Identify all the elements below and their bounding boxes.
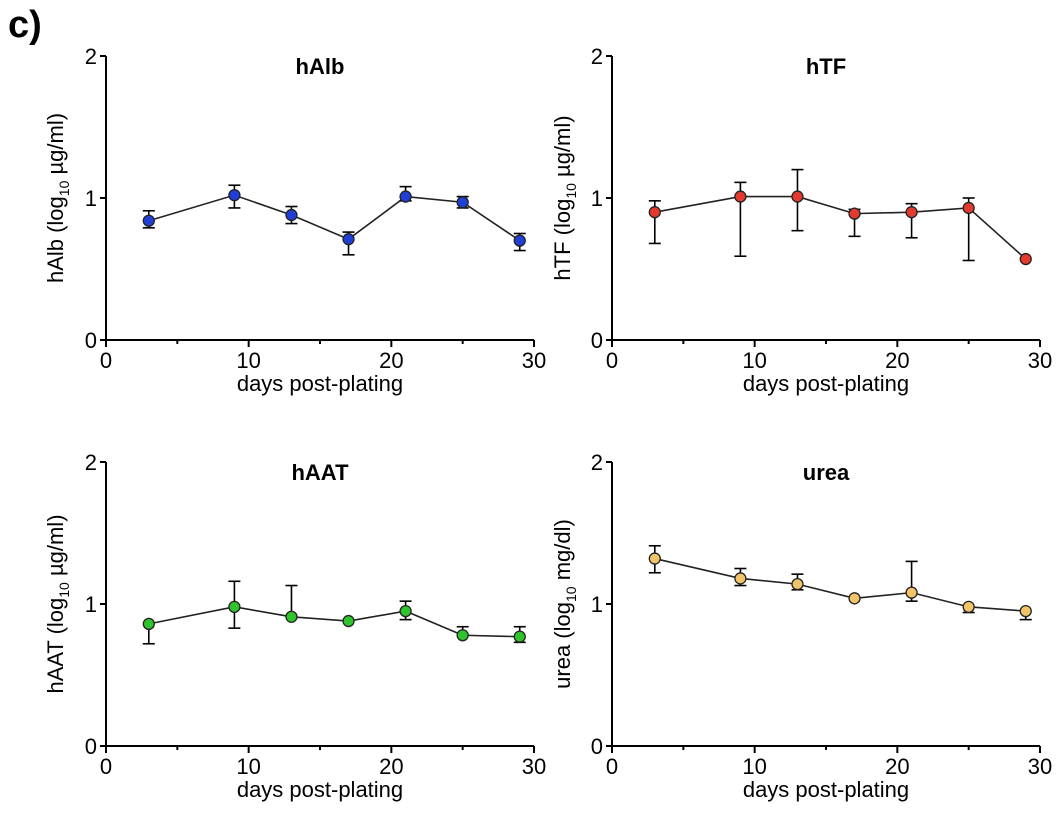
y-tick-label: 2 <box>85 450 97 475</box>
x-tick-label: 20 <box>885 754 909 779</box>
data-point <box>734 572 747 585</box>
panel-label: c) <box>8 4 42 46</box>
x-axis-label: days post-plating <box>743 371 909 396</box>
data-point <box>513 630 526 643</box>
y-label-subscript: 10 <box>56 582 72 598</box>
x-axis-label: days post-plating <box>237 777 403 802</box>
chart-title: hAlb <box>296 54 345 79</box>
data-point <box>848 207 861 220</box>
x-axis-label: days post-plating <box>237 371 403 396</box>
data-point <box>1019 252 1032 266</box>
data-point <box>791 577 804 591</box>
x-tick-label: 30 <box>522 754 546 779</box>
data-point <box>285 610 298 623</box>
x-tick-label: 10 <box>236 348 260 373</box>
y-label-text: hAAT (log <box>43 598 68 694</box>
y-tick-label: 2 <box>85 44 97 69</box>
data-point <box>905 206 918 219</box>
y-tick-label: 1 <box>591 592 603 617</box>
data-point <box>962 201 975 215</box>
y-label-subscript: 10 <box>563 183 579 199</box>
y-label-text: hAlb (log <box>43 196 68 283</box>
x-tick-label: 20 <box>379 348 403 373</box>
data-point <box>142 617 155 631</box>
data-point <box>848 592 861 605</box>
data-point <box>791 190 804 203</box>
data-point <box>456 629 469 642</box>
y-label-subscript: 10 <box>56 180 72 196</box>
chart-title: hAAT <box>291 460 349 485</box>
data-point <box>399 604 412 618</box>
x-tick-label: 30 <box>522 348 546 373</box>
data-point <box>648 206 661 219</box>
x-tick-label: 10 <box>742 348 766 373</box>
y-label-text: µg/ml) <box>550 115 575 183</box>
y-label-subscript: 10 <box>563 586 579 602</box>
x-tick-label: 10 <box>742 754 766 779</box>
x-tick-label: 30 <box>1028 754 1052 779</box>
x-tick-label: 10 <box>236 754 260 779</box>
x-tick-label: 20 <box>885 348 909 373</box>
y-tick-label: 2 <box>591 44 603 69</box>
data-point <box>342 233 355 246</box>
y-tick-label: 2 <box>591 450 603 475</box>
y-label-text: urea (log <box>550 602 575 689</box>
y-tick-label: 0 <box>591 734 603 759</box>
x-tick-label: 20 <box>379 754 403 779</box>
data-point <box>734 190 747 203</box>
x-axis-label: days post-plating <box>743 777 909 802</box>
y-tick-label: 1 <box>85 592 97 617</box>
data-point <box>513 234 526 247</box>
y-axis-label: hAlb (log10 µg/ml) <box>43 113 72 283</box>
y-tick-label: 0 <box>591 328 603 353</box>
y-label-text: mg/dl) <box>550 519 575 586</box>
y-label-text: hTF (log <box>550 199 575 281</box>
x-tick-label: 0 <box>100 348 112 373</box>
data-point <box>399 190 412 203</box>
y-label-text: µg/ml) <box>43 113 68 181</box>
chart-title: hTF <box>806 54 846 79</box>
y-axis-label: hAAT (log10 µg/ml) <box>43 514 72 693</box>
data-point <box>962 600 975 613</box>
x-tick-label: 0 <box>606 348 618 373</box>
data-point <box>342 614 355 628</box>
data-point <box>648 552 661 565</box>
y-label-text: µg/ml) <box>43 514 68 582</box>
data-point <box>905 586 918 599</box>
y-tick-label: 1 <box>85 186 97 211</box>
data-point <box>228 189 241 202</box>
x-tick-label: 0 <box>100 754 112 779</box>
x-tick-label: 0 <box>606 754 618 779</box>
y-axis-label: hTF (log10 µg/ml) <box>550 115 579 280</box>
y-axis-label: urea (log10 mg/dl) <box>550 519 579 689</box>
data-point <box>456 196 469 209</box>
data-point <box>1019 604 1032 618</box>
x-tick-label: 30 <box>1028 348 1052 373</box>
y-tick-label: 0 <box>85 328 97 353</box>
data-point <box>285 208 298 222</box>
chart-title: urea <box>803 460 850 485</box>
data-point <box>142 214 155 227</box>
y-tick-label: 0 <box>85 734 97 759</box>
y-tick-label: 1 <box>591 186 603 211</box>
data-point <box>228 600 241 613</box>
